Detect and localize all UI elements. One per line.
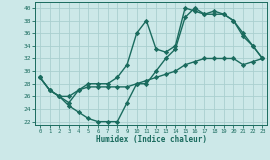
X-axis label: Humidex (Indice chaleur): Humidex (Indice chaleur) (96, 135, 207, 144)
